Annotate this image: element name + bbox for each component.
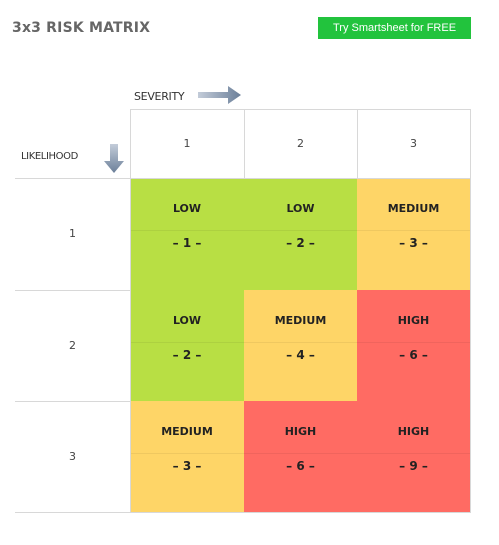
risk-matrix: LOW – 1 – LOW – 2 – MEDIUM – 3 – LOW – 2 – MEDIU… xyxy=(15,109,471,513)
risk-cell: LOW – 1 – xyxy=(130,178,244,290)
cell-divider xyxy=(244,230,357,231)
risk-level: LOW xyxy=(172,314,202,327)
risk-level: MEDIUM xyxy=(274,314,327,327)
risk-cell: HIGH – 9 – xyxy=(357,401,470,513)
grid-line xyxy=(15,401,130,402)
grid-line xyxy=(130,109,470,110)
severity-level-2: 2 xyxy=(297,137,304,150)
grid-line xyxy=(15,290,130,291)
cell-divider xyxy=(357,230,470,231)
cell-divider xyxy=(357,453,470,454)
cell-divider xyxy=(244,342,357,343)
risk-score: – 1 – xyxy=(172,236,202,250)
grid-line xyxy=(130,109,131,513)
risk-level: HIGH xyxy=(397,425,430,438)
arrow-down-icon xyxy=(104,144,124,173)
arrow-right-icon xyxy=(198,86,241,104)
likelihood-level-2: 2 xyxy=(69,338,76,352)
grid-line xyxy=(15,178,470,179)
risk-score: – 2 – xyxy=(286,236,315,250)
risk-cell: MEDIUM – 4 – xyxy=(244,290,357,401)
likelihood-level-3: 3 xyxy=(69,450,76,463)
risk-level: MEDIUM xyxy=(161,425,213,438)
severity-level-3: 3 xyxy=(410,137,417,150)
cell-divider xyxy=(130,230,244,231)
risk-score: – 4 – xyxy=(286,348,315,362)
risk-cell: HIGH – 6 – xyxy=(244,401,357,513)
likelihood-level-1: 1 xyxy=(69,227,76,240)
risk-score: – 6 – xyxy=(286,459,315,473)
grid-line xyxy=(357,109,358,178)
grid-line xyxy=(244,109,245,178)
risk-score: – 9 – xyxy=(399,459,428,473)
risk-score: – 3 – xyxy=(399,236,428,250)
cell-divider xyxy=(130,342,244,343)
risk-cell: LOW – 2 – xyxy=(244,178,357,290)
risk-score: – 6 – xyxy=(399,348,428,362)
page-title: 3x3 RISK MATRIX xyxy=(12,20,151,36)
risk-score: – 3 – xyxy=(172,459,202,473)
risk-level: LOW xyxy=(172,202,202,215)
risk-level: MEDIUM xyxy=(387,202,440,215)
grid-line xyxy=(15,512,470,513)
severity-level-1: 1 xyxy=(183,137,191,150)
risk-score: – 2 – xyxy=(172,348,202,362)
grid-line xyxy=(470,109,471,513)
try-smartsheet-button[interactable]: Try Smartsheet for FREE xyxy=(318,17,471,39)
risk-cell: HIGH – 6 – xyxy=(357,290,470,401)
cell-divider xyxy=(244,453,357,454)
cell-divider xyxy=(130,453,244,454)
risk-level: LOW xyxy=(286,202,315,215)
cell-divider xyxy=(357,342,470,343)
risk-level: HIGH xyxy=(397,314,430,327)
risk-cell: MEDIUM – 3 – xyxy=(130,401,244,513)
likelihood-label: LIKELIHOOD xyxy=(21,151,78,162)
risk-level: HIGH xyxy=(284,425,317,438)
risk-cell: MEDIUM – 3 – xyxy=(357,178,470,290)
severity-label: SEVERITY xyxy=(134,90,185,103)
risk-cell: LOW – 2 – xyxy=(130,290,244,401)
